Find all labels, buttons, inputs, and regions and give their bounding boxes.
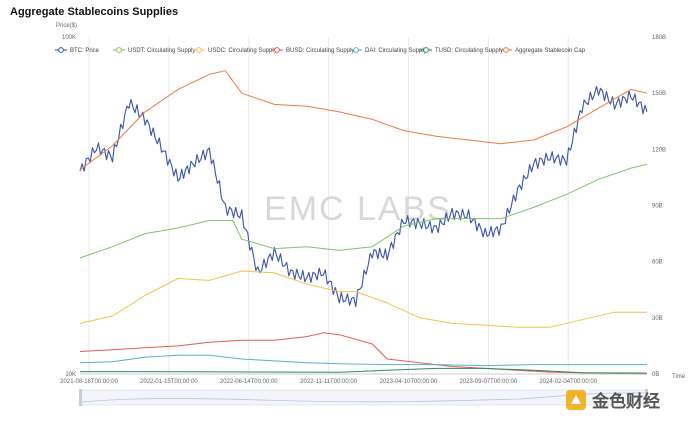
legend-item[interactable]: TUSD: Circulating Supply [435,48,503,54]
x-axis-label: Time [672,374,686,380]
right-axis-tick: 150B [652,91,666,97]
zoom-slider-track[interactable] [79,389,648,406]
legend-item[interactable]: Aggregate Stablecoin Cap [515,48,586,54]
grid-lines [88,37,569,374]
x-tick-label: 2024-02-04T00:00:00 [539,379,597,385]
zoom-slider-handle-left[interactable] [79,389,82,406]
x-tick-label: 2022-11-11T00:00:00 [300,379,357,385]
left-axis-tick: 100K [62,35,76,41]
legend-swatch-marker [353,47,359,53]
right-axis-tick: 120B [652,147,666,153]
brand-logo: 金色财经 [566,390,660,412]
legend-swatch-marker [503,47,509,53]
legend-item[interactable]: DAI: Circulating Supply [365,48,427,54]
x-tick-label: 2022-01-15T00:00:00 [140,379,198,385]
left-axis-tick: 10K [65,372,76,378]
x-tick-label: 2021-08-18T00:00:00 [60,379,118,385]
legend-swatch-marker [58,47,64,53]
legend-item[interactable]: BUSD: Circulating Supply [286,48,354,54]
zoom-slider-handle-right[interactable] [645,389,648,406]
right-axis-tick: 90B [652,204,663,210]
brand-logo-mark [571,395,581,404]
x-tick-label: 2022-06-14T00:00:00 [220,379,278,385]
legend-swatch-marker [196,47,202,53]
series-line [79,270,647,328]
legend-swatch-marker [116,47,122,53]
series-line [79,367,648,374]
watermark-text: EMC LABS [264,190,452,228]
x-tick-label: 2023-09-07T00:00:00 [459,379,517,385]
legend-swatch-marker [423,47,429,53]
series-line [79,85,648,308]
right-axis-tick: 0B [652,372,659,378]
series-line [79,70,648,171]
right-axis-tick: 60B [652,260,663,266]
series-line [79,163,648,259]
right-axis-tick: 180B [652,35,666,41]
axes: 2021-08-18T00:00:00 2022-01-15T00:00:00 20… [56,23,686,385]
legend-item[interactable]: USDC: Circulating Supply [208,48,277,54]
legend: BTC: Price USDT: Circulating Supply USDC: … [55,47,586,54]
series-line [79,354,647,367]
right-axis-tick: 30B [652,316,663,322]
left-axis-label: Price($) [56,23,77,29]
series-lines [79,70,648,375]
x-tick-label: 2023-04-10T00:00:00 [380,379,438,385]
legend-item[interactable]: USDT: Circulating Supply [128,48,195,54]
brand-logo-text: 金色财经 [591,391,660,412]
legend-swatch-marker [274,47,280,53]
chart-title: Aggregate Stablecoins Supplies [10,6,179,18]
series-line [79,332,648,375]
zoom-slider[interactable] [79,389,648,406]
legend-item[interactable]: BTC: Price [70,48,100,54]
